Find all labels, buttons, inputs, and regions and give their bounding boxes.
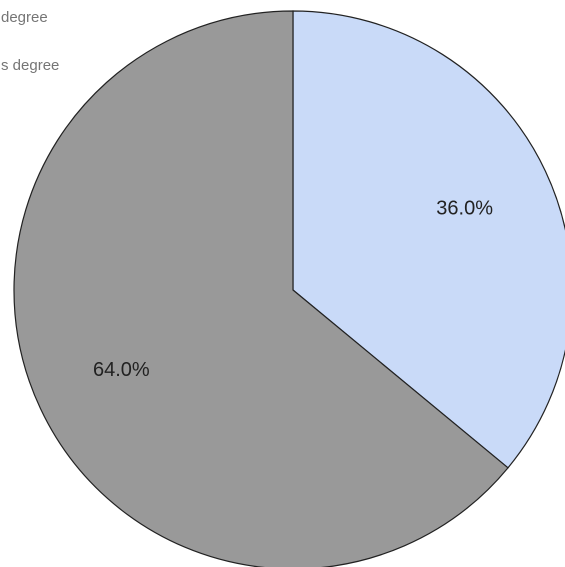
pie-slice-label-1: 36.0% [436, 198, 493, 220]
pie-slices [13, 10, 565, 567]
pie-slice-1 [292, 10, 565, 469]
pie-slice-2 [13, 10, 509, 567]
pie-slice-labels: 36.0% 64.0% [93, 198, 493, 382]
legend-entry-2: s degree [1, 57, 59, 74]
legend: degree s degree [1, 9, 59, 74]
pie-slice-label-2: 64.0% [93, 359, 150, 381]
legend-entry-1: degree [1, 9, 48, 26]
